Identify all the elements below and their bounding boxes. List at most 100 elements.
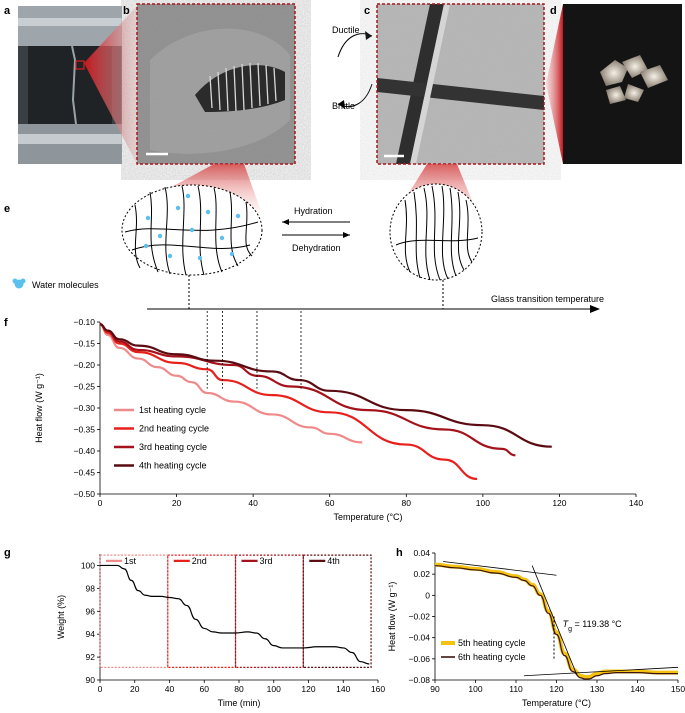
tg-annotation: Tg = 119.38 °C [563, 619, 623, 633]
legend-label: 3rd heating cycle [139, 442, 207, 452]
panel-label-f: f [4, 317, 8, 329]
arrowhead-icon [282, 219, 289, 225]
x-axis-label: Temperature (°C) [522, 698, 591, 708]
zoom-funnel-d [546, 4, 563, 164]
panel-label-c: c [364, 5, 370, 17]
x-tick-label: 0 [98, 498, 103, 508]
y-tick-label: −0.50 [73, 489, 95, 499]
chart-f: 0 20 40 60 80 100 120 140 −0.10 −0.15 −0.20 −0.25 −0… [34, 311, 643, 522]
window-label: 1st [124, 556, 137, 566]
x-tick-label: 160 [371, 684, 385, 694]
cycle-window-2 [167, 554, 237, 668]
ductile-label: Ductile [332, 25, 360, 35]
plot-area [435, 562, 678, 680]
y-tick-label: −0.40 [73, 446, 95, 456]
panel-label-e: e [4, 203, 10, 215]
y-tick-label: 0.04 [413, 548, 430, 558]
x-tick-label: 100 [267, 684, 281, 694]
x-axis-label: Time (min) [218, 698, 261, 708]
cycle-window-1 [99, 554, 169, 668]
y-tick-label: 0.02 [413, 569, 430, 579]
y-axis-label: Heat flow (W g⁻¹) [387, 582, 397, 652]
panel-label-d: d [550, 5, 557, 17]
weight-line [100, 564, 370, 665]
x-tick-label: 120 [549, 684, 563, 694]
panel-c-sem-image [376, 3, 545, 165]
dehydration-label: Dehydration [292, 243, 341, 253]
window-label: 2nd [192, 556, 207, 566]
tangent-line [531, 565, 578, 675]
x-tick-label: 20 [172, 498, 182, 508]
x-tick-label: 80 [234, 684, 244, 694]
x-tick-label: 40 [165, 684, 175, 694]
y-tick-label: 98 [86, 583, 96, 593]
tangent-line [524, 666, 679, 677]
series-line-5 [435, 562, 678, 679]
x-tick-label: 120 [552, 498, 566, 508]
x-tick-label: 120 [301, 684, 315, 694]
y-tick-label: −0.10 [73, 317, 95, 327]
cycle-window-4 [302, 554, 372, 668]
x-tick-label: 60 [325, 498, 335, 508]
window-label: 3rd [260, 556, 273, 566]
y-tick-label: 94 [86, 629, 96, 639]
x-tick-label: 40 [248, 498, 258, 508]
hydration-label: Hydration [294, 206, 333, 216]
panel-label-a: a [4, 5, 11, 17]
tg-axis-label: Glass transition temperature [491, 294, 604, 304]
tangent-line [443, 561, 557, 576]
window-label: 4th [327, 556, 340, 566]
x-tick-label: 0 [98, 684, 103, 694]
panel-label-h: h [396, 547, 403, 559]
water-molecules-legend: Water molecules [32, 280, 99, 290]
series-line-3 [100, 323, 516, 457]
y-tick-label: 0 [425, 590, 430, 600]
water-molecule-icon [20, 278, 26, 284]
hydrated-network-schematic [121, 184, 263, 276]
arrowhead-icon [338, 100, 345, 109]
chart-g: 0 20 40 60 80 100 120 140 160 90 92 94 96 98 100 Time (… [56, 554, 385, 708]
y-tick-label: −0.30 [73, 403, 95, 413]
y-tick-label: −0.04 [408, 633, 430, 643]
x-tick-label: 150 [671, 684, 685, 694]
panel-label-b: b [123, 5, 130, 17]
x-tick-label: 80 [402, 498, 412, 508]
x-tick-label: 130 [590, 684, 604, 694]
cycle-window-3 [234, 554, 304, 668]
y-axis-label: Weight (%) [56, 595, 66, 639]
x-tick-label: 20 [130, 684, 140, 694]
y-tick-label: −0.02 [408, 612, 430, 622]
series-line-4 [100, 323, 552, 448]
y-tick-label: −0.20 [73, 360, 95, 370]
y-tick-label: −0.08 [408, 675, 430, 685]
water-molecule-icon [12, 278, 18, 284]
x-tick-label: 110 [509, 684, 523, 694]
panel-label-g: g [4, 547, 11, 559]
legend-label: 4th heating cycle [139, 461, 207, 471]
series-line-1 [100, 323, 363, 444]
x-tick-label: 140 [629, 498, 643, 508]
y-axis-label: Heat flow (W g⁻¹) [34, 373, 44, 443]
arrowhead-icon [365, 31, 372, 40]
brittle-label: Brittle [332, 101, 355, 111]
x-tick-label: 60 [200, 684, 210, 694]
y-tick-label: −0.35 [73, 425, 95, 435]
plot-area [100, 564, 370, 665]
y-tick-label: 90 [86, 675, 96, 685]
y-tick-label: 92 [86, 652, 96, 662]
x-tick-label: 100 [476, 498, 490, 508]
panel-b-sem-image [136, 3, 296, 165]
x-tick-label: 140 [630, 684, 644, 694]
panel-d-photo [563, 4, 682, 164]
x-tick-label: 100 [468, 684, 482, 694]
y-tick-label: −0.15 [73, 339, 95, 349]
x-axis-label: Temperature (°C) [333, 512, 402, 522]
x-tick-label: 90 [430, 684, 440, 694]
legend-label: 1st heating cycle [139, 405, 206, 415]
y-tick-label: −0.06 [408, 654, 430, 664]
y-tick-label: −0.45 [73, 468, 95, 478]
legend-label: 6th heating cycle [458, 652, 526, 662]
y-tick-label: −0.25 [73, 382, 95, 392]
dehydrated-network-schematic [389, 183, 483, 281]
